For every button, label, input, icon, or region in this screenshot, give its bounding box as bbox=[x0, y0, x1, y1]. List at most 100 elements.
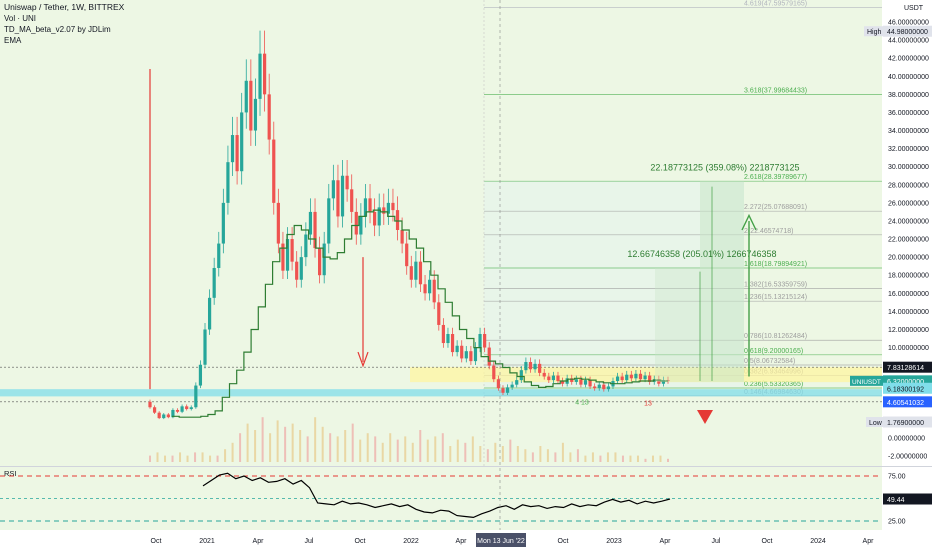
volume-bar bbox=[404, 436, 407, 462]
volume-bar bbox=[621, 455, 624, 462]
candle-body bbox=[478, 334, 482, 348]
volume-bar bbox=[224, 449, 227, 462]
candle-body bbox=[281, 243, 285, 271]
measure-label-mid: 12.66746358 (205.01%) 1266746358 bbox=[627, 249, 776, 259]
candle-body bbox=[602, 384, 606, 390]
ema-path bbox=[172, 209, 668, 418]
candle-body bbox=[230, 135, 235, 163]
price-tick: 0.00000000 bbox=[888, 436, 925, 443]
candle-body bbox=[625, 374, 629, 381]
candle-body bbox=[226, 162, 230, 203]
candle-body bbox=[276, 202, 280, 244]
candle-body bbox=[473, 347, 478, 362]
price-bands bbox=[0, 366, 882, 403]
candle-body bbox=[217, 243, 221, 268]
volume-bar bbox=[546, 449, 549, 462]
time-axis-panel[interactable] bbox=[0, 530, 932, 550]
candle-body bbox=[615, 376, 620, 382]
time-tick: Oct bbox=[762, 538, 773, 545]
candle-body bbox=[551, 375, 555, 381]
candle-body bbox=[258, 53, 262, 99]
candle-body bbox=[556, 375, 560, 382]
ema-legend[interactable]: EMA bbox=[4, 36, 22, 45]
symbol-tag: UNIUSDT bbox=[852, 379, 881, 386]
volume-bar bbox=[171, 455, 174, 462]
volume-bar bbox=[216, 455, 219, 462]
fib-label: 2.272(25.07688091) bbox=[744, 204, 807, 211]
candle-body bbox=[157, 412, 161, 419]
candle-body bbox=[409, 266, 413, 280]
candle-body bbox=[180, 406, 184, 412]
candle-body bbox=[515, 380, 519, 385]
candle-body bbox=[533, 363, 537, 370]
candle-body bbox=[350, 189, 354, 212]
volume-bar bbox=[426, 439, 429, 462]
candle-body bbox=[240, 112, 244, 172]
candle-body bbox=[354, 211, 358, 235]
volume-bar bbox=[651, 455, 654, 462]
price-tick: 36.00000000 bbox=[888, 110, 929, 117]
volume-bar bbox=[561, 442, 564, 462]
measure-box-top bbox=[700, 181, 744, 382]
price-tick: 44.00000000 bbox=[888, 38, 929, 45]
candle-body bbox=[418, 261, 423, 285]
price-tick: 10.00000000 bbox=[888, 345, 929, 352]
volume-bar bbox=[667, 458, 669, 462]
price-tick: 12.00000000 bbox=[888, 327, 929, 334]
volume-bar bbox=[644, 458, 647, 462]
volume-bar bbox=[569, 452, 572, 462]
candle-body bbox=[263, 53, 267, 95]
fib-label: 2(22.46574718) bbox=[744, 228, 793, 235]
candle-body bbox=[547, 376, 551, 381]
volume-bar bbox=[479, 446, 482, 462]
fib-label: 3.618(37.99684433) bbox=[744, 87, 807, 94]
measure-box-mid bbox=[655, 267, 700, 382]
candle-body bbox=[203, 329, 207, 365]
volume-bar bbox=[164, 455, 167, 462]
candle-body bbox=[496, 379, 500, 389]
rsi-value: 49.44 bbox=[887, 497, 905, 504]
time-tick: 2023 bbox=[606, 538, 622, 545]
candle-body bbox=[560, 381, 565, 384]
candle-body bbox=[162, 414, 166, 419]
down-arrow-head bbox=[357, 351, 369, 368]
candle-body bbox=[267, 94, 271, 140]
candle-body bbox=[249, 80, 253, 131]
rsi-line bbox=[202, 472, 671, 519]
candle-body bbox=[542, 372, 546, 377]
tag-upper-bg bbox=[883, 361, 932, 373]
tag-mid: 6.18300192 bbox=[887, 386, 924, 393]
volume-bar bbox=[201, 452, 204, 462]
candle-body bbox=[185, 406, 189, 410]
candlesticks bbox=[148, 30, 670, 420]
price-axis-panel[interactable] bbox=[882, 0, 932, 530]
volume-bar bbox=[449, 446, 452, 462]
high-value: 44.98000000 bbox=[887, 29, 928, 36]
candle-body bbox=[524, 362, 528, 371]
volume-legend[interactable]: Vol · UNI bbox=[4, 14, 37, 23]
candle-body bbox=[359, 216, 363, 235]
candle-body bbox=[382, 207, 386, 214]
volume-bar bbox=[531, 452, 534, 462]
candle-body bbox=[152, 407, 157, 413]
volume-bar bbox=[486, 449, 489, 462]
indicator-legend[interactable]: TD_MA_beta_v2.07 by JDLim bbox=[4, 25, 111, 34]
candle-body bbox=[322, 243, 326, 276]
price-tick: 32.00000000 bbox=[888, 146, 929, 153]
candle-body bbox=[198, 364, 203, 386]
volume-bar bbox=[411, 442, 414, 462]
candle-body bbox=[400, 230, 404, 244]
candle-body bbox=[212, 267, 216, 298]
drawings[interactable]: 22.18773125 (359.08%) 2218773125 12.66746… bbox=[149, 69, 800, 424]
volume-bar bbox=[419, 430, 422, 462]
low-value: 1.76900000 bbox=[887, 420, 924, 427]
volume-bar bbox=[591, 452, 594, 462]
volume-bar bbox=[524, 449, 527, 462]
price-tick: 38.00000000 bbox=[888, 92, 929, 99]
symbol-title[interactable]: Uniswap / Tether, 1W, BITTREX bbox=[4, 2, 125, 12]
candle-body bbox=[510, 384, 514, 388]
candle-body bbox=[620, 376, 624, 381]
volume-bar bbox=[351, 423, 354, 462]
candle-body bbox=[437, 302, 441, 325]
